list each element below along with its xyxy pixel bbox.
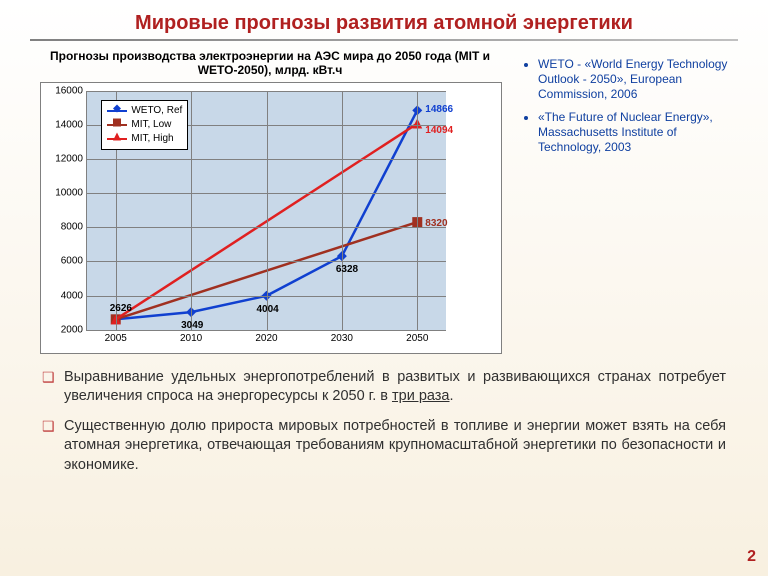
gridline-h [87, 330, 446, 331]
chart-plot: 2000400060008000100001200014000160002005… [86, 91, 446, 331]
xtick-label: 2005 [105, 333, 127, 344]
side-note-item: «The Future of Nuclear Energy», Massachu… [538, 110, 738, 155]
bullet-1: Выравнивание удельных энергопотреблений … [42, 368, 726, 407]
chart-legend: WETO, RefMIT, LowMIT, High [101, 100, 188, 150]
page-number: 2 [747, 548, 756, 566]
data-label: 3049 [181, 320, 203, 331]
ytick-label: 6000 [61, 256, 83, 267]
legend-marker [112, 104, 122, 119]
bullet-1b: . [450, 388, 454, 404]
notes-list: WETO - «World Energy Technology Outlook … [524, 57, 738, 155]
gridline-v [191, 91, 192, 330]
data-label: 4004 [257, 304, 279, 315]
xtick-label: 2020 [255, 333, 277, 344]
xtick-label: 2030 [331, 333, 353, 344]
side-note-item: WETO - «World Energy Technology Outlook … [538, 57, 738, 102]
chart-box: 2000 4000 6000 8000 10000 12000 14000 16000 2005… [40, 82, 502, 354]
side-notes: WETO - «World Energy Technology Outlook … [510, 47, 738, 354]
legend-marker [112, 132, 122, 147]
data-label: 14866 [425, 104, 453, 115]
legend-label: MIT, High [131, 132, 173, 146]
gridline-v [267, 91, 268, 330]
legend-item: WETO, Ref [107, 104, 182, 118]
ytick-label: 4000 [61, 290, 83, 301]
ytick-label: 2000 [61, 324, 83, 335]
gridline-v [417, 91, 418, 330]
legend-line [107, 138, 127, 140]
gridline-v [342, 91, 343, 330]
legend-item: MIT, High [107, 132, 182, 146]
ytick-label: 14000 [55, 119, 83, 130]
data-label: 8320 [425, 218, 447, 229]
title-underline [30, 39, 738, 41]
legend-line [107, 110, 127, 112]
bullet-1-underline: три раза [392, 388, 450, 404]
xtick-label: 2050 [406, 333, 428, 344]
body-text: Выравнивание удельных энергопотреблений … [0, 354, 768, 476]
legend-marker [112, 118, 122, 133]
legend-label: WETO, Ref [131, 104, 182, 118]
legend-item: MIT, Low [107, 118, 182, 132]
content-row: Прогнозы производства электроэнергии на … [0, 47, 768, 354]
ytick-label: 8000 [61, 222, 83, 233]
chart-title: Прогнозы производства электроэнергии на … [30, 47, 510, 82]
ytick-label: 16000 [55, 85, 83, 96]
legend-line [107, 124, 127, 126]
data-label: 2626 [110, 303, 132, 314]
bullet-2: Существенную долю прироста мировых потре… [42, 417, 726, 476]
ytick-label: 12000 [55, 154, 83, 165]
ytick-label: 10000 [55, 188, 83, 199]
legend-label: MIT, Low [131, 118, 171, 132]
page-title: Мировые прогнозы развития атомной энерге… [0, 0, 768, 39]
xtick-label: 2010 [180, 333, 202, 344]
data-label: 6328 [336, 264, 358, 275]
data-label: 14094 [425, 125, 453, 136]
chart-area: Прогнозы производства электроэнергии на … [30, 47, 510, 354]
